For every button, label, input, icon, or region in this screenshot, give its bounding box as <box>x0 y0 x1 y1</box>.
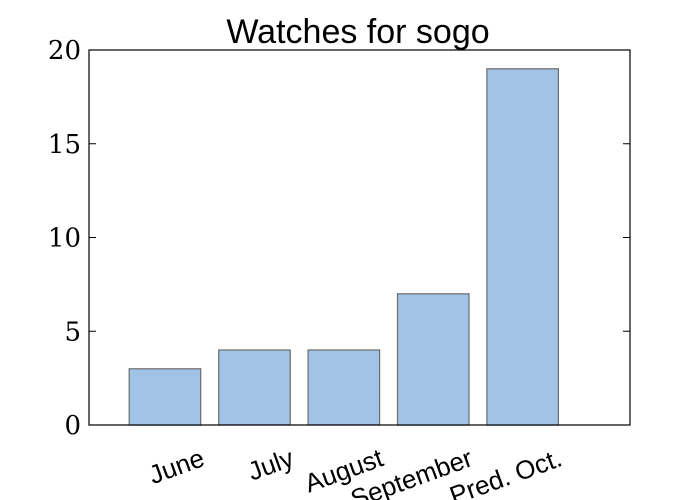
y-tick-label: 10 <box>48 224 81 254</box>
bar-july <box>218 349 291 426</box>
x-tick-label: June <box>145 442 208 489</box>
bars-group <box>128 68 559 426</box>
bar-august <box>307 349 381 426</box>
y-tick-label: 5 <box>64 317 81 347</box>
y-tick-label: 0 <box>64 411 81 441</box>
bar-september <box>396 293 470 426</box>
bar-pred-oct <box>486 68 559 426</box>
chart-title: Watches for sogo <box>226 13 489 51</box>
y-tick-label: 15 <box>48 130 81 160</box>
y-tick-label: 20 <box>48 36 81 66</box>
y-tick-labels: 0 5 10 15 20 <box>48 36 81 441</box>
x-tick-label: July <box>244 442 298 486</box>
bar-june <box>128 368 202 426</box>
plot-frame <box>88 49 631 426</box>
